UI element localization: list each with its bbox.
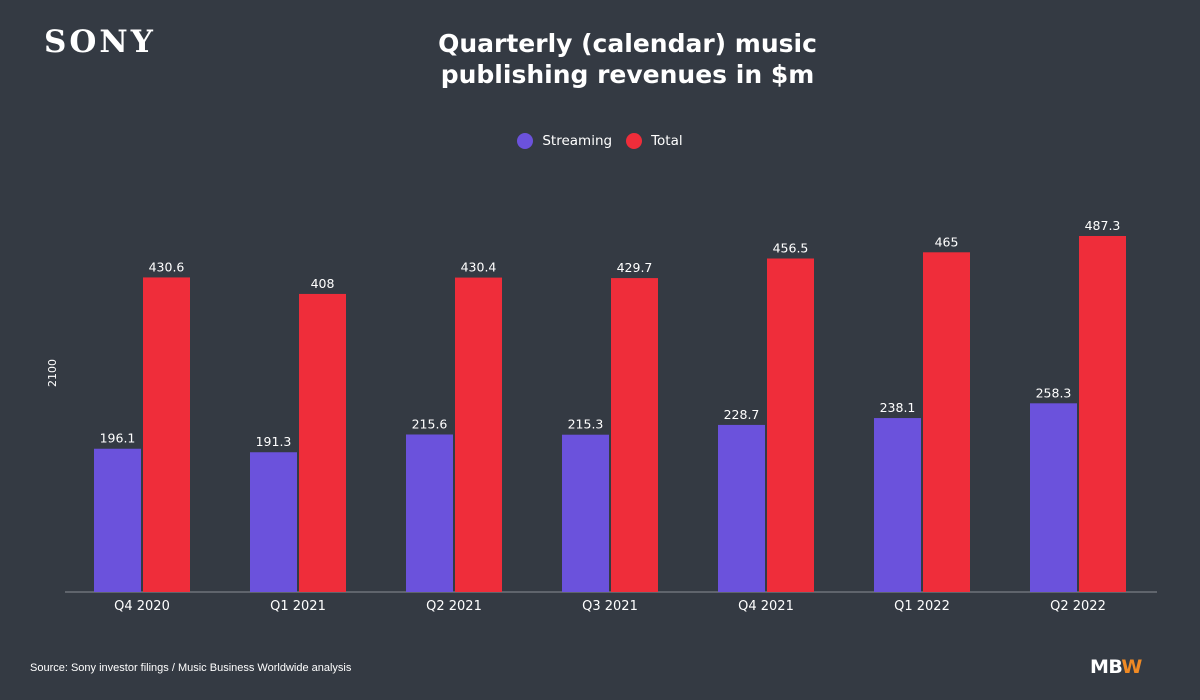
sony-logo: SONY [44,24,156,60]
bar-total[interactable] [1079,236,1126,592]
legend-item-total[interactable]: Total [626,133,683,149]
chart-title: Quarterly (calendar) music publishing re… [300,28,955,90]
bar-streaming[interactable] [1030,403,1077,592]
bar-total[interactable] [611,278,658,592]
mbw-logo: MBW [1090,656,1142,678]
bars-group: 196.1 430.6 Q4 2020 191.3 408 Q1 2021 215.6 430… [94,218,1126,614]
bar-total[interactable] [923,252,970,593]
x-tick-label: Q1 2021 [270,599,326,614]
x-tick-label: Q2 2021 [426,599,482,614]
data-label-streaming: 238.1 [880,400,916,415]
bar-total[interactable] [455,277,502,592]
data-label-streaming: 215.6 [412,416,448,431]
data-label-total: 487.3 [1085,218,1121,233]
x-tick-label: Q4 2020 [114,599,170,614]
data-label-streaming: 191.3 [256,434,292,449]
data-label-total: 408 [311,276,335,291]
y-axis-label: 2100 [46,359,59,387]
mbw-logo-main: MB [1090,656,1122,678]
data-label-streaming: 196.1 [100,431,136,446]
bar-streaming[interactable] [562,434,609,592]
x-tick-label: Q2 2022 [1050,599,1106,614]
bar-streaming[interactable] [94,448,141,592]
bar-streaming[interactable] [718,424,765,592]
legend-swatch-total [626,133,643,149]
legend-label-total: Total [651,133,683,149]
x-tick-label: Q1 2022 [894,599,950,614]
data-label-total: 429.7 [617,260,653,275]
bar-total[interactable] [767,258,814,592]
legend-swatch-streaming [517,133,534,149]
data-label-total: 430.6 [149,259,185,274]
bar-total[interactable] [143,277,190,592]
x-tick-label: Q4 2021 [738,599,794,614]
data-label-total: 456.5 [773,241,809,256]
legend-label-streaming: Streaming [542,133,613,149]
data-label-streaming: 215.3 [568,417,604,432]
data-label-streaming: 228.7 [724,407,760,422]
bar-total[interactable] [299,293,346,592]
title-line-2: publishing revenues in $m [440,60,815,89]
mbw-logo-accent: W [1121,656,1142,678]
data-label-total: 465 [935,234,959,249]
source-note: Source: Sony investor filings / Music Bu… [30,662,352,674]
legend: Streaming Total [0,133,1200,149]
x-tick-label: Q3 2021 [582,599,638,614]
legend-item-streaming[interactable]: Streaming [517,133,612,149]
title-line-1: Quarterly (calendar) music [438,29,817,58]
bar-streaming[interactable] [250,452,297,592]
bar-streaming[interactable] [874,418,921,592]
bar-streaming[interactable] [406,434,453,592]
data-label-streaming: 258.3 [1036,385,1072,400]
data-label-total: 430.4 [461,260,497,275]
